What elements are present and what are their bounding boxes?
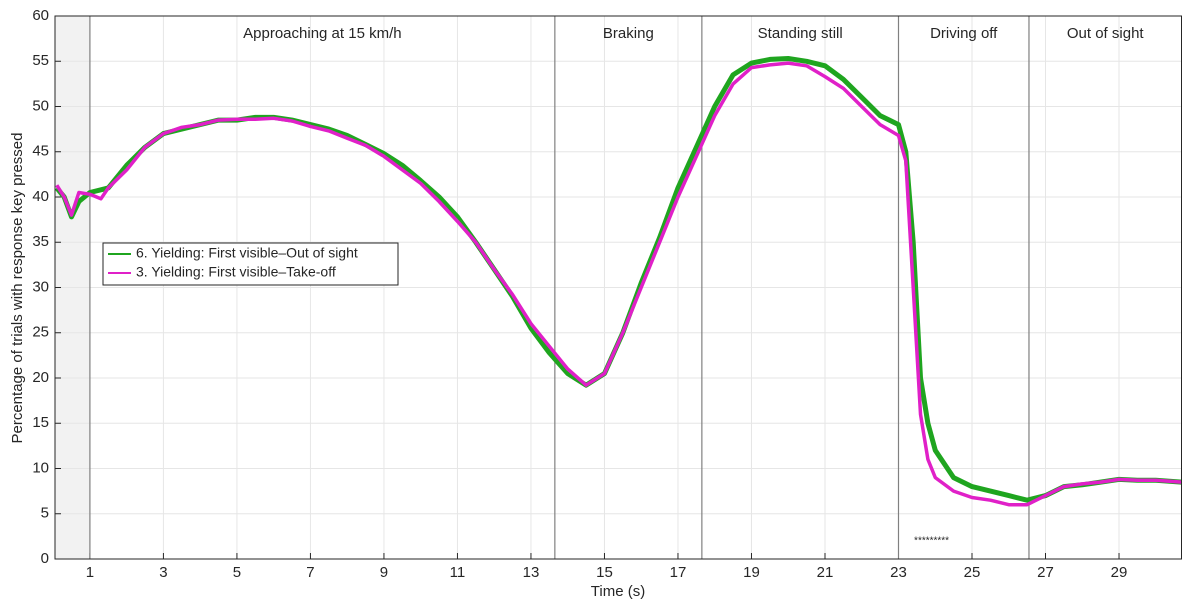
x-tick-label: 25 [964, 564, 981, 581]
y-tick-label: 55 [32, 52, 49, 69]
legend-label: 6. Yielding: First visible–Out of sight [136, 245, 358, 261]
x-tick-label: 13 [523, 564, 540, 581]
y-tick-label: 45 [32, 143, 49, 160]
y-tick-label: 15 [32, 414, 49, 431]
y-tick-label: 5 [41, 505, 49, 522]
phase-label: Braking [603, 25, 654, 42]
x-tick-label: 15 [596, 564, 613, 581]
legend-label: 3. Yielding: First visible–Take-off [136, 264, 336, 280]
legend-box [102, 242, 399, 286]
y-tick-label: 40 [32, 188, 49, 205]
y-tick-label: 25 [32, 324, 49, 341]
series-line [55, 61, 1182, 507]
y-tick-label: 35 [32, 233, 49, 250]
phase-label: Standing still [758, 25, 843, 42]
x-tick-label: 23 [890, 564, 907, 581]
x-tick-label: 27 [1037, 564, 1054, 581]
legend: 6. Yielding: First visible–Out of sight 3… [102, 242, 399, 286]
phase-label: Driving off [930, 25, 998, 42]
y-tick-label: 0 [41, 550, 49, 567]
x-axis-label: Time (s) [591, 583, 645, 600]
y-tick-label: 60 [32, 7, 49, 24]
x-tick-label: 1 [86, 564, 94, 581]
x-tick-label: 17 [670, 564, 687, 581]
y-tick-label: 20 [32, 369, 49, 386]
x-tick-label: 19 [743, 564, 760, 581]
x-tick-label: 3 [159, 564, 167, 581]
x-tick-label: 29 [1111, 564, 1128, 581]
annotation: ********* [914, 536, 949, 547]
x-tick-label: 9 [380, 564, 388, 581]
x-tick-label: 11 [450, 564, 466, 581]
y-tick-label: 50 [32, 97, 49, 114]
x-tick-label: 5 [233, 564, 241, 581]
phase-label: Approaching at 15 km/h [243, 25, 401, 42]
x-tick-label: 7 [306, 564, 314, 581]
y-tick-label: 30 [32, 278, 49, 295]
x-tick-label: 21 [817, 564, 834, 581]
y-tick-label: 10 [32, 459, 49, 476]
phase-label: Out of sight [1067, 25, 1145, 42]
y-axis-label: Percentage of trials with response key p… [9, 133, 26, 444]
